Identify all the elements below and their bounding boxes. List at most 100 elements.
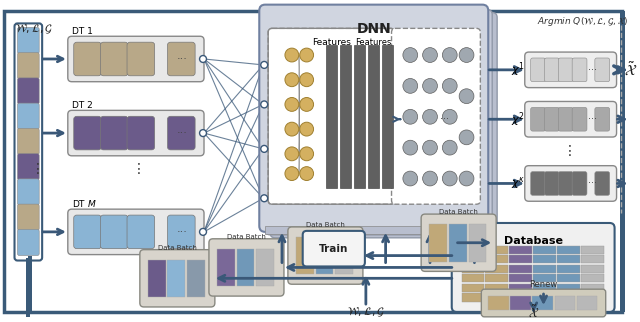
Bar — [461, 284, 484, 292]
Circle shape — [442, 48, 457, 62]
Bar — [510, 296, 531, 310]
FancyBboxPatch shape — [68, 209, 204, 255]
FancyBboxPatch shape — [68, 110, 204, 156]
Circle shape — [285, 122, 299, 136]
Bar — [168, 260, 185, 297]
FancyBboxPatch shape — [525, 52, 616, 88]
Circle shape — [403, 171, 418, 186]
Circle shape — [422, 171, 437, 186]
Circle shape — [403, 109, 418, 124]
FancyBboxPatch shape — [17, 229, 39, 256]
Circle shape — [300, 167, 314, 181]
Bar — [26, 258, 30, 317]
Text: $\mathcal{W},\mathcal{L},\mathcal{G}$: $\mathcal{W},\mathcal{L},\mathcal{G}$ — [347, 305, 385, 318]
FancyBboxPatch shape — [168, 42, 195, 76]
Bar — [486, 255, 508, 263]
FancyBboxPatch shape — [525, 101, 616, 137]
Circle shape — [422, 48, 437, 62]
FancyBboxPatch shape — [545, 172, 559, 195]
Bar — [581, 255, 604, 263]
Text: Database: Database — [504, 236, 563, 246]
Circle shape — [300, 48, 314, 62]
Circle shape — [442, 171, 457, 186]
Circle shape — [285, 147, 299, 161]
Bar — [557, 265, 580, 273]
Text: $\chi^{2}$: $\chi^{2}$ — [511, 110, 525, 128]
Bar — [509, 284, 532, 292]
Bar — [429, 224, 447, 261]
Bar — [326, 45, 337, 188]
FancyBboxPatch shape — [288, 227, 363, 284]
FancyBboxPatch shape — [392, 28, 481, 204]
Bar — [335, 237, 353, 274]
Circle shape — [200, 228, 207, 235]
FancyBboxPatch shape — [531, 108, 545, 131]
Circle shape — [260, 146, 268, 152]
FancyBboxPatch shape — [17, 179, 39, 205]
Circle shape — [403, 79, 418, 93]
FancyBboxPatch shape — [100, 42, 128, 76]
Text: ⋮: ⋮ — [563, 144, 577, 158]
Text: DT $M$: DT $M$ — [72, 198, 97, 209]
FancyBboxPatch shape — [545, 108, 559, 131]
FancyBboxPatch shape — [17, 154, 39, 180]
Bar — [461, 274, 484, 282]
FancyBboxPatch shape — [481, 289, 605, 317]
Circle shape — [285, 167, 299, 181]
FancyBboxPatch shape — [531, 58, 545, 82]
Text: ···: ··· — [177, 227, 188, 237]
Bar — [449, 224, 467, 261]
FancyBboxPatch shape — [168, 116, 195, 150]
Circle shape — [422, 109, 437, 124]
Text: Data Batch: Data Batch — [227, 234, 266, 240]
FancyBboxPatch shape — [17, 128, 39, 155]
FancyBboxPatch shape — [74, 116, 101, 150]
Bar — [509, 265, 532, 273]
FancyBboxPatch shape — [17, 78, 39, 104]
Bar — [217, 249, 235, 286]
FancyBboxPatch shape — [265, 10, 492, 235]
Text: ⋮: ⋮ — [132, 162, 146, 175]
Bar — [581, 274, 604, 282]
FancyBboxPatch shape — [168, 215, 195, 249]
Text: Renew: Renew — [529, 280, 557, 289]
Circle shape — [200, 130, 207, 137]
Circle shape — [200, 55, 207, 62]
Text: ···: ··· — [440, 114, 449, 124]
FancyBboxPatch shape — [270, 13, 497, 238]
FancyBboxPatch shape — [74, 42, 101, 76]
Text: Features: Features — [356, 38, 392, 47]
Bar — [486, 246, 508, 254]
FancyBboxPatch shape — [127, 215, 155, 249]
Text: Data Batch: Data Batch — [439, 209, 478, 215]
Bar — [557, 246, 580, 254]
FancyBboxPatch shape — [209, 239, 284, 296]
Text: DT 1: DT 1 — [72, 27, 93, 36]
Bar — [461, 265, 484, 273]
Bar — [533, 274, 556, 282]
Bar — [381, 45, 392, 188]
Bar — [557, 255, 580, 263]
Bar — [533, 284, 556, 292]
Bar — [509, 274, 532, 282]
Bar — [533, 265, 556, 273]
Circle shape — [300, 73, 314, 87]
Bar — [581, 293, 604, 301]
Circle shape — [442, 79, 457, 93]
FancyBboxPatch shape — [558, 108, 573, 131]
Circle shape — [442, 140, 457, 155]
Bar — [533, 255, 556, 263]
Bar — [468, 224, 486, 261]
Bar — [533, 246, 556, 254]
Text: ···: ··· — [177, 128, 188, 138]
Circle shape — [459, 171, 474, 186]
FancyBboxPatch shape — [572, 108, 587, 131]
Bar — [486, 284, 508, 292]
Bar — [486, 274, 508, 282]
Bar — [557, 274, 580, 282]
FancyBboxPatch shape — [595, 172, 610, 195]
FancyBboxPatch shape — [558, 58, 573, 82]
Bar — [488, 296, 509, 310]
Bar — [581, 246, 604, 254]
FancyBboxPatch shape — [140, 250, 215, 307]
